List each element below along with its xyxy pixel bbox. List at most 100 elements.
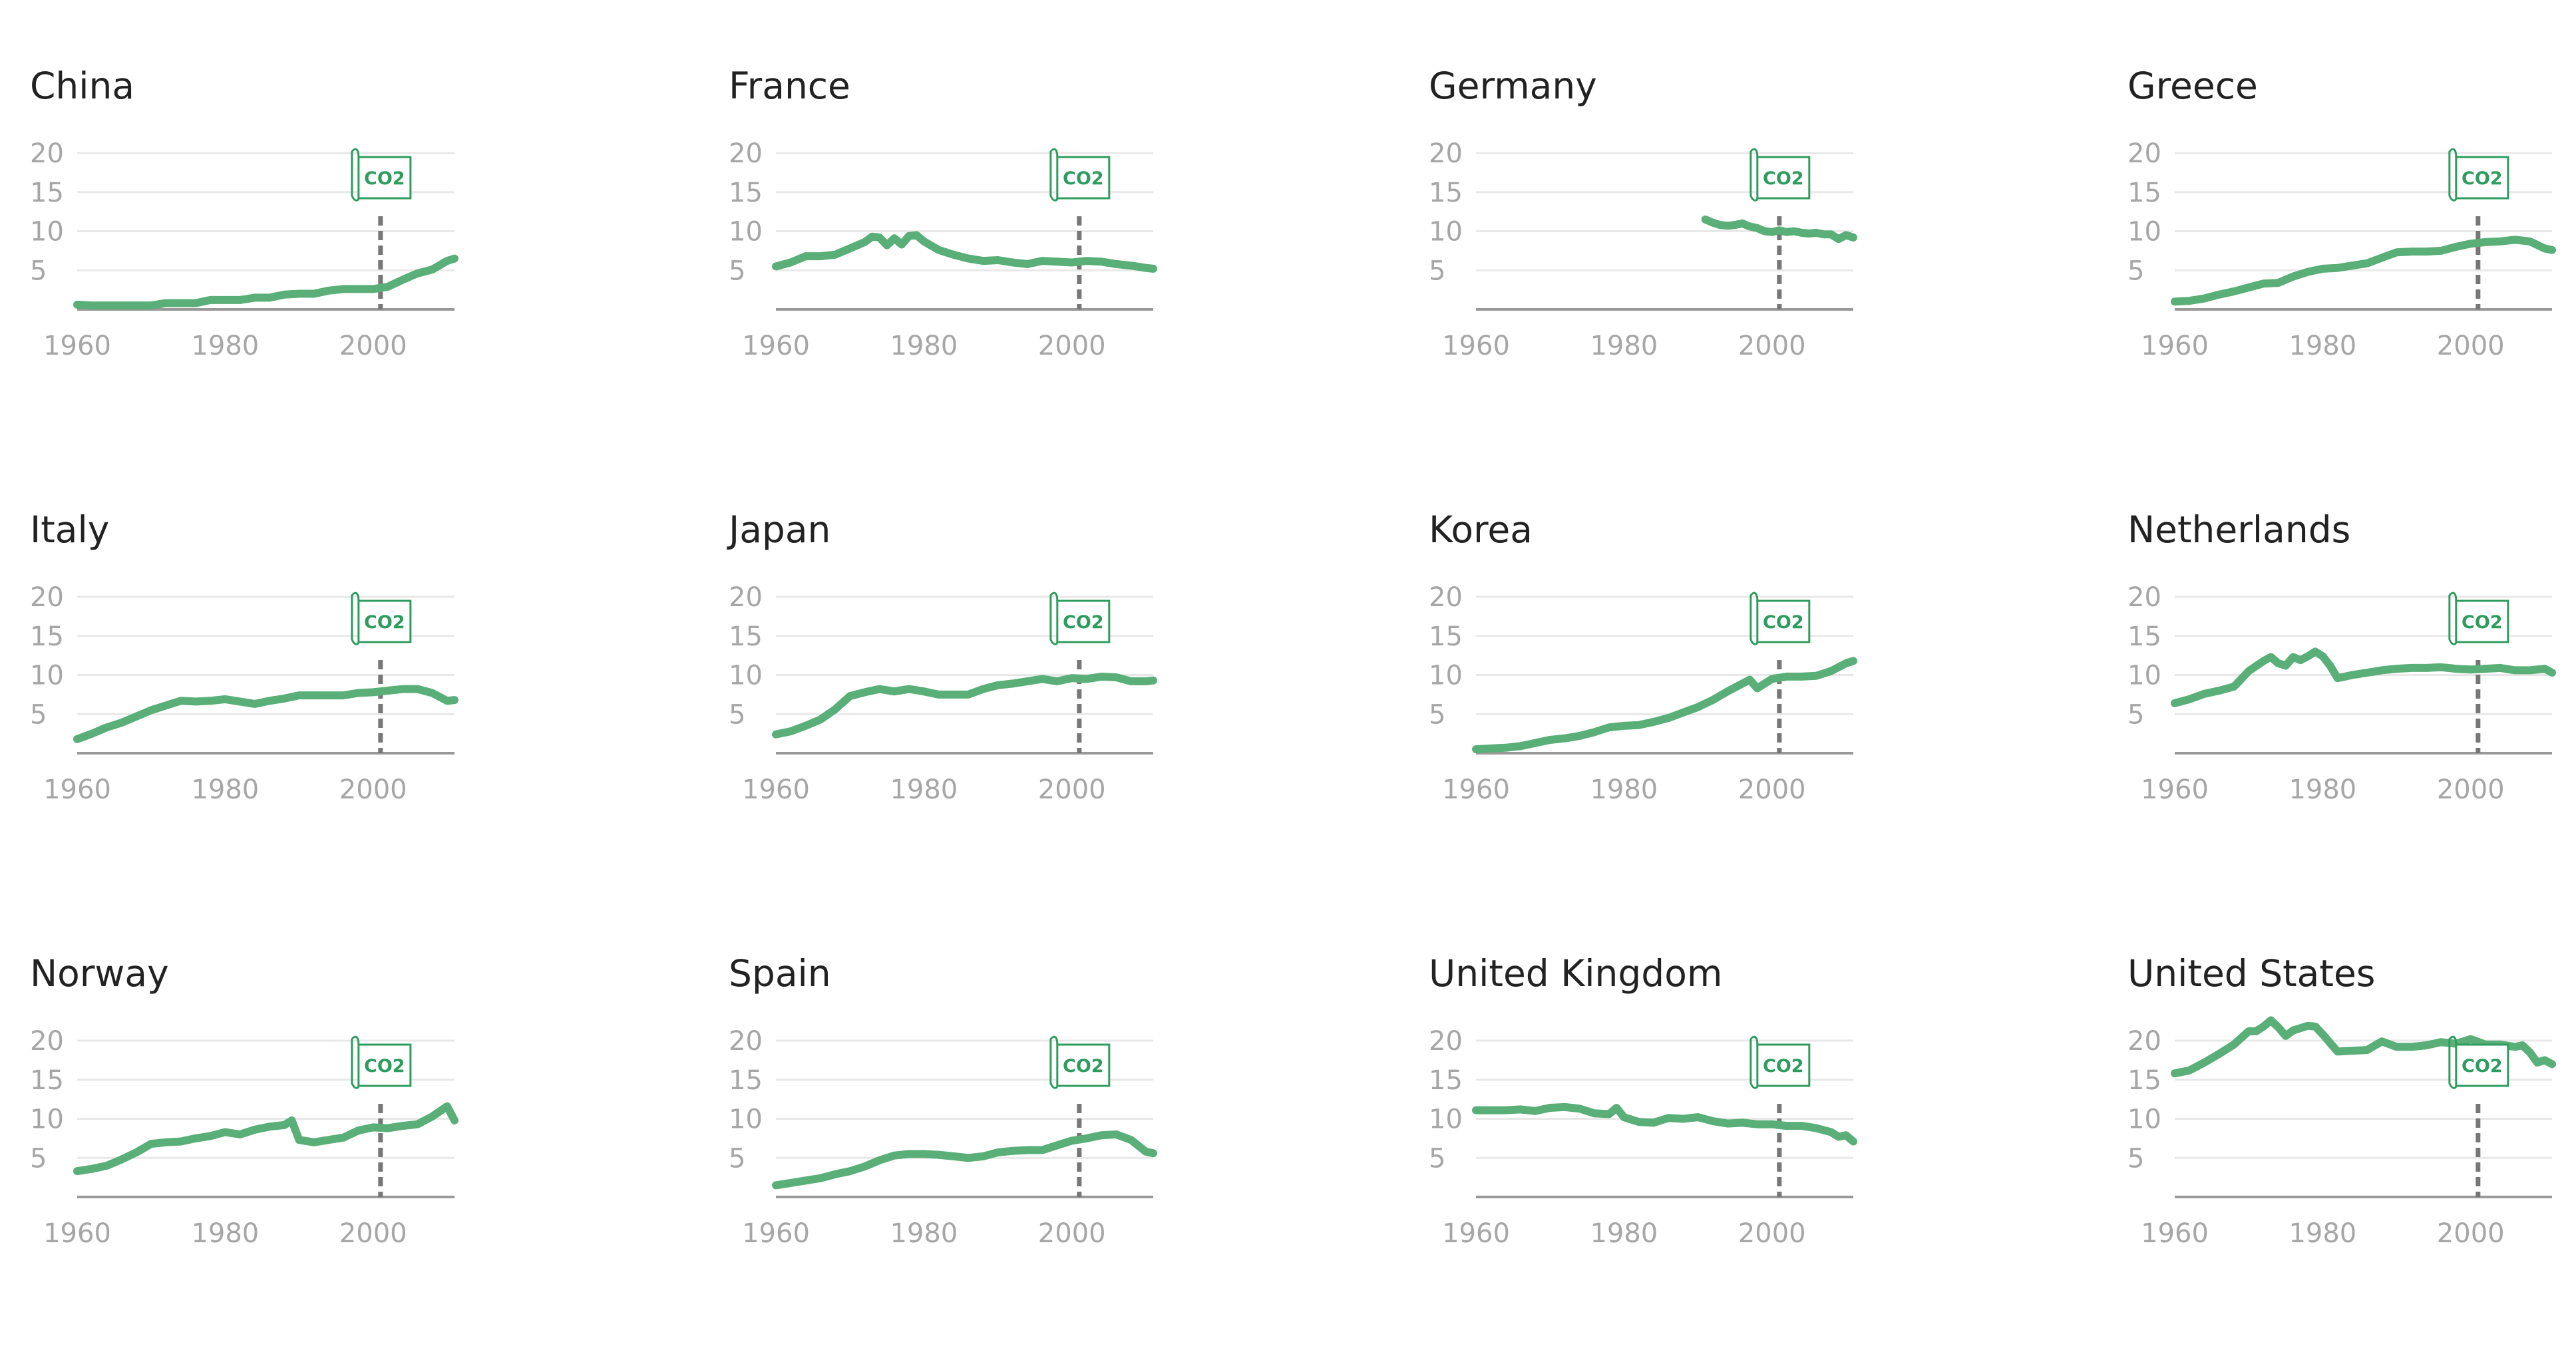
y-tick-label: 15 [30, 621, 64, 652]
co2-flag-icon: CO2 [1749, 1035, 1811, 1089]
chart-title: China [30, 65, 135, 107]
co2-flag-pole [2448, 148, 2458, 202]
y-tick-label: 20 [1429, 138, 1463, 169]
co2-flag-icon: CO2 [1049, 592, 1111, 645]
y-tick-label: 15 [2127, 178, 2161, 208]
co2-flag-box [1056, 156, 1111, 200]
co2-flag-label: CO2 [2462, 168, 2503, 189]
co2-flag-pole [351, 1035, 360, 1089]
y-tick-label: 5 [30, 1143, 47, 1174]
y-tick-label: 10 [1429, 661, 1463, 691]
co2-flag-icon: CO2 [1749, 592, 1811, 645]
chart-panel: Germany 5 10 15 20 1960 1980 2000 CO2 [1429, 33, 2127, 472]
chart-svg: 5 10 15 20 1960 1980 2000 CO2 [30, 1026, 459, 1249]
co2-flag-pole [351, 148, 360, 202]
x-tick-label: 1980 [191, 774, 259, 805]
y-tick-label: 10 [2127, 217, 2161, 248]
co2-flag-label: CO2 [1063, 168, 1104, 189]
x-tick-label: 1960 [2141, 774, 2209, 805]
x-tick-label: 2000 [1038, 1218, 1106, 1249]
x-tick-label: 1960 [742, 331, 810, 361]
x-tick-label: 2000 [1038, 774, 1106, 805]
series-line [1472, 1103, 1857, 1146]
y-tick-label: 15 [30, 178, 64, 208]
y-tick-label: 10 [729, 661, 763, 691]
co2-flag-label: CO2 [1063, 612, 1104, 633]
chart-svg: 5 10 15 20 1960 1980 2000 CO2 [729, 582, 1157, 805]
chart-title: Japan [729, 508, 831, 551]
co2-flag-icon: CO2 [2448, 1035, 2509, 1089]
y-tick-label: 5 [30, 255, 47, 286]
co2-flag-pole [1749, 148, 1759, 202]
co2-flag-icon: CO2 [1049, 148, 1111, 202]
co2-flag-label: CO2 [2462, 1056, 2503, 1077]
co2-flag-pole [1749, 1035, 1759, 1089]
co2-flag-box [1756, 156, 1811, 200]
y-tick-label: 10 [729, 217, 763, 248]
x-tick-label: 1960 [742, 774, 810, 805]
x-tick-label: 1980 [2289, 774, 2356, 805]
chart-svg: 5 10 15 20 1960 1980 2000 CO2 [30, 582, 459, 805]
chart-panel: Greece 5 10 15 20 1960 1980 2000 CO2 [2127, 33, 2576, 472]
chart-panel: Japan 5 10 15 20 1960 1980 2000 CO2 [729, 477, 1427, 916]
x-tick-label: 2000 [1738, 331, 1806, 361]
y-tick-label: 5 [30, 699, 47, 730]
y-tick-label: 10 [2127, 1105, 2161, 1135]
x-tick-label: 2000 [339, 774, 407, 805]
x-tick-label: 1980 [2289, 1218, 2356, 1249]
y-tick-label: 5 [1429, 1143, 1445, 1174]
y-tick-label: 5 [2127, 1143, 2144, 1174]
x-tick-label: 1980 [191, 1218, 259, 1249]
series-line [73, 254, 459, 310]
co2-flag-box [2455, 599, 2509, 643]
y-tick-label: 10 [30, 217, 64, 248]
co2-flag-pole [2448, 1035, 2458, 1089]
x-tick-label: 1960 [1442, 774, 1510, 805]
co2-flag-icon: CO2 [351, 592, 412, 645]
series-line [2171, 647, 2556, 707]
chart-title: Italy [30, 508, 110, 551]
x-tick-label: 1980 [1590, 331, 1658, 361]
co2-flag-label: CO2 [2462, 612, 2503, 633]
co2-flag-box [357, 1043, 412, 1087]
co2-flag-icon: CO2 [351, 148, 412, 202]
co2-flag-box [357, 156, 412, 200]
x-tick-label: 2000 [339, 1218, 407, 1249]
x-tick-label: 1980 [1590, 774, 1658, 805]
co2-flag-box [2455, 1043, 2509, 1087]
x-tick-label: 2000 [1038, 331, 1106, 361]
y-tick-label: 5 [1429, 699, 1445, 730]
y-tick-label: 20 [2127, 1026, 2161, 1057]
y-tick-label: 20 [729, 138, 763, 169]
y-tick-label: 15 [729, 1065, 763, 1096]
series-line [772, 231, 1157, 273]
chart-title: Netherlands [2127, 508, 2351, 551]
co2-flag-box [2455, 156, 2509, 200]
y-tick-label: 15 [1429, 1065, 1463, 1096]
y-tick-label: 15 [2127, 1065, 2161, 1096]
y-tick-label: 20 [1429, 1026, 1463, 1057]
x-tick-label: 1960 [1442, 1218, 1510, 1249]
y-tick-label: 10 [1429, 217, 1463, 248]
chart-title: Norway [30, 952, 169, 995]
y-tick-label: 5 [2127, 255, 2144, 286]
x-tick-label: 1980 [890, 1218, 958, 1249]
chart-svg: 5 10 15 20 1960 1980 2000 CO2 [1429, 138, 1857, 361]
y-tick-label: 10 [2127, 661, 2161, 691]
co2-flag-label: CO2 [1063, 1056, 1104, 1077]
co2-flag-label: CO2 [1763, 168, 1804, 189]
x-tick-label: 1980 [1590, 1218, 1658, 1249]
y-tick-label: 10 [729, 1105, 763, 1135]
x-tick-label: 1960 [2141, 1218, 2209, 1249]
y-tick-label: 20 [729, 1026, 763, 1057]
chart-panel: Netherlands 5 10 15 20 1960 1980 2000 CO2 [2127, 477, 2576, 916]
y-tick-label: 20 [1429, 582, 1463, 613]
co2-flag-box [1756, 1043, 1811, 1087]
y-tick-label: 20 [30, 582, 64, 613]
series-line [772, 1130, 1157, 1190]
co2-flag-box [1056, 1043, 1111, 1087]
y-tick-label: 10 [30, 1105, 64, 1135]
x-tick-label: 1960 [1442, 331, 1510, 361]
y-tick-label: 5 [729, 1143, 745, 1174]
co2-flag-pole [1749, 592, 1759, 645]
